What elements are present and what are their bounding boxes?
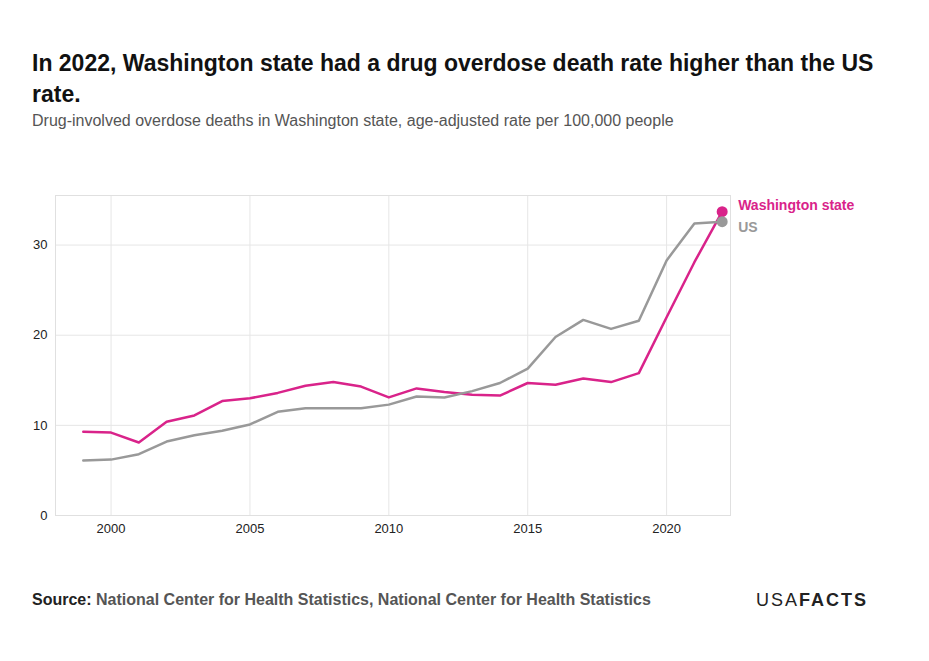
html-text:USA FACTS: USA FACTS: [756, 590, 868, 610]
html-text:Source: National Center for He: Source: National Center for Health Stati…: [32, 591, 651, 608]
svg-text:2020: 2020: [652, 521, 681, 536]
html-text:Drug-involved overdose deaths: Drug-involved overdose deaths in Washing…: [32, 112, 674, 129]
svg-text:2015: 2015: [513, 521, 542, 536]
html-text:In 2022, Washington state had: In 2022, Washington state had a drug ove…: [32, 50, 874, 107]
svg-text:20: 20: [33, 327, 47, 342]
svg-text:30: 30: [33, 237, 47, 252]
svg-text:2000: 2000: [97, 521, 126, 536]
svg-text:10: 10: [33, 418, 47, 433]
svg-text:US: US: [738, 219, 757, 235]
svg-text:2005: 2005: [235, 521, 264, 536]
svg-text:2010: 2010: [374, 521, 403, 536]
svg-text:0: 0: [40, 508, 47, 523]
svg-text:Washington state: Washington state: [738, 197, 854, 213]
